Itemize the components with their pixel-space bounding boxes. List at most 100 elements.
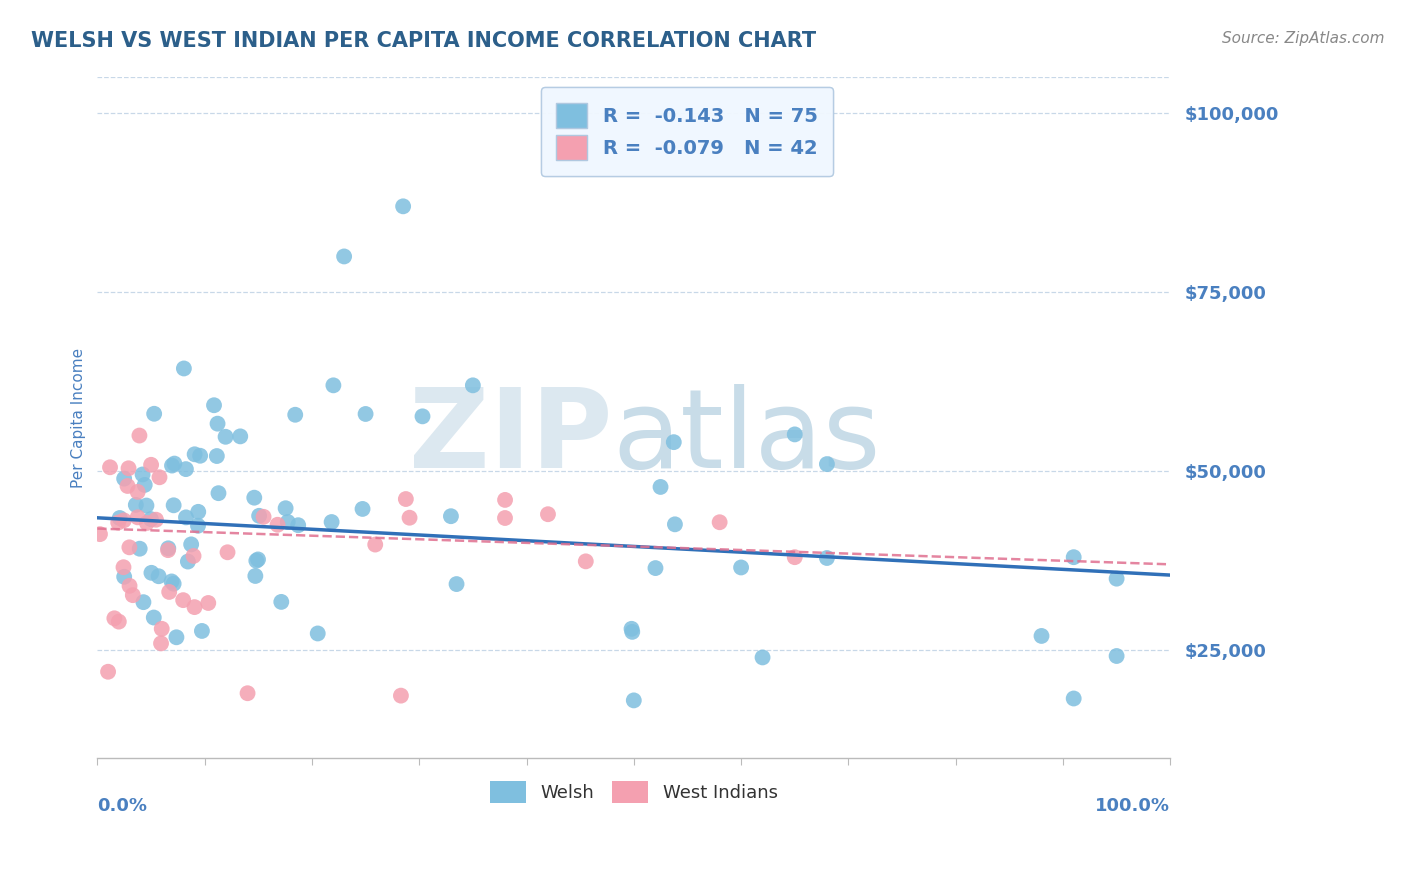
Point <box>187 518 209 533</box>
Point <box>183 549 205 563</box>
Point <box>118 541 141 555</box>
Point <box>395 491 418 506</box>
Point <box>575 554 598 568</box>
Point <box>98 460 121 475</box>
Point <box>1031 629 1053 643</box>
Point <box>321 515 343 529</box>
Point <box>389 689 412 703</box>
Point <box>650 480 672 494</box>
Point <box>128 541 150 556</box>
Point <box>815 457 838 471</box>
Point <box>183 447 205 461</box>
Point <box>127 510 149 524</box>
Point <box>247 552 270 566</box>
Point <box>398 510 420 524</box>
Point <box>494 511 516 525</box>
Point <box>157 585 180 599</box>
Point <box>157 543 180 558</box>
Point <box>709 515 731 529</box>
Point <box>333 249 356 263</box>
Point <box>243 491 266 505</box>
Point <box>783 427 806 442</box>
Point <box>157 541 180 556</box>
Point <box>266 517 288 532</box>
Point <box>364 537 387 551</box>
Point <box>620 622 643 636</box>
Point <box>97 665 120 679</box>
Point <box>187 505 209 519</box>
Point <box>411 409 433 424</box>
Point <box>644 561 666 575</box>
Point <box>730 560 752 574</box>
Point <box>121 588 143 602</box>
Point <box>135 499 157 513</box>
Point <box>108 511 131 525</box>
Point <box>174 510 197 524</box>
Point <box>751 650 773 665</box>
Point <box>163 498 186 512</box>
Point <box>125 498 148 512</box>
Text: 0.0%: 0.0% <box>97 797 148 814</box>
Point <box>662 435 685 450</box>
Point <box>89 527 111 541</box>
Point <box>127 484 149 499</box>
Point <box>139 458 162 472</box>
Point <box>112 513 135 527</box>
Point <box>274 501 297 516</box>
Point <box>150 622 173 636</box>
Point <box>180 537 202 551</box>
Point <box>131 467 153 482</box>
Point <box>287 518 309 533</box>
Point <box>112 560 135 574</box>
Point <box>815 551 838 566</box>
Point <box>307 626 329 640</box>
Point <box>461 378 484 392</box>
Point <box>354 407 377 421</box>
Point <box>270 595 292 609</box>
Point <box>440 509 463 524</box>
Point <box>214 430 236 444</box>
Point <box>247 508 270 523</box>
Point <box>621 624 644 639</box>
Point <box>163 457 186 471</box>
Point <box>117 479 139 493</box>
Point <box>174 462 197 476</box>
Point <box>183 600 205 615</box>
Point <box>245 554 267 568</box>
Point <box>117 461 139 475</box>
Point <box>229 429 252 443</box>
Point <box>165 630 187 644</box>
Point <box>172 593 194 607</box>
Point <box>143 407 166 421</box>
Point <box>142 610 165 624</box>
Point <box>217 545 239 559</box>
Point <box>1063 691 1085 706</box>
Point <box>188 449 211 463</box>
Point <box>118 579 141 593</box>
Point <box>134 478 156 492</box>
Legend: R =  -0.143   N = 75, R =  -0.079   N = 42: R = -0.143 N = 75, R = -0.079 N = 42 <box>541 87 834 176</box>
Point <box>141 566 163 580</box>
Point <box>284 408 307 422</box>
Point <box>446 577 468 591</box>
Point <box>108 615 131 629</box>
Text: atlas: atlas <box>613 384 880 491</box>
Point <box>252 509 274 524</box>
Point <box>245 569 267 583</box>
Point <box>160 458 183 473</box>
Point <box>197 596 219 610</box>
Point <box>132 595 155 609</box>
Point <box>205 449 228 463</box>
Point <box>277 515 299 529</box>
Point <box>148 569 170 583</box>
Point <box>160 574 183 589</box>
Point <box>664 517 686 532</box>
Point <box>112 570 135 584</box>
Point <box>207 417 229 431</box>
Point <box>177 555 200 569</box>
Point <box>150 636 173 650</box>
Point <box>145 513 167 527</box>
Point <box>128 428 150 442</box>
Text: ZIP: ZIP <box>409 384 613 491</box>
Point <box>1063 550 1085 565</box>
